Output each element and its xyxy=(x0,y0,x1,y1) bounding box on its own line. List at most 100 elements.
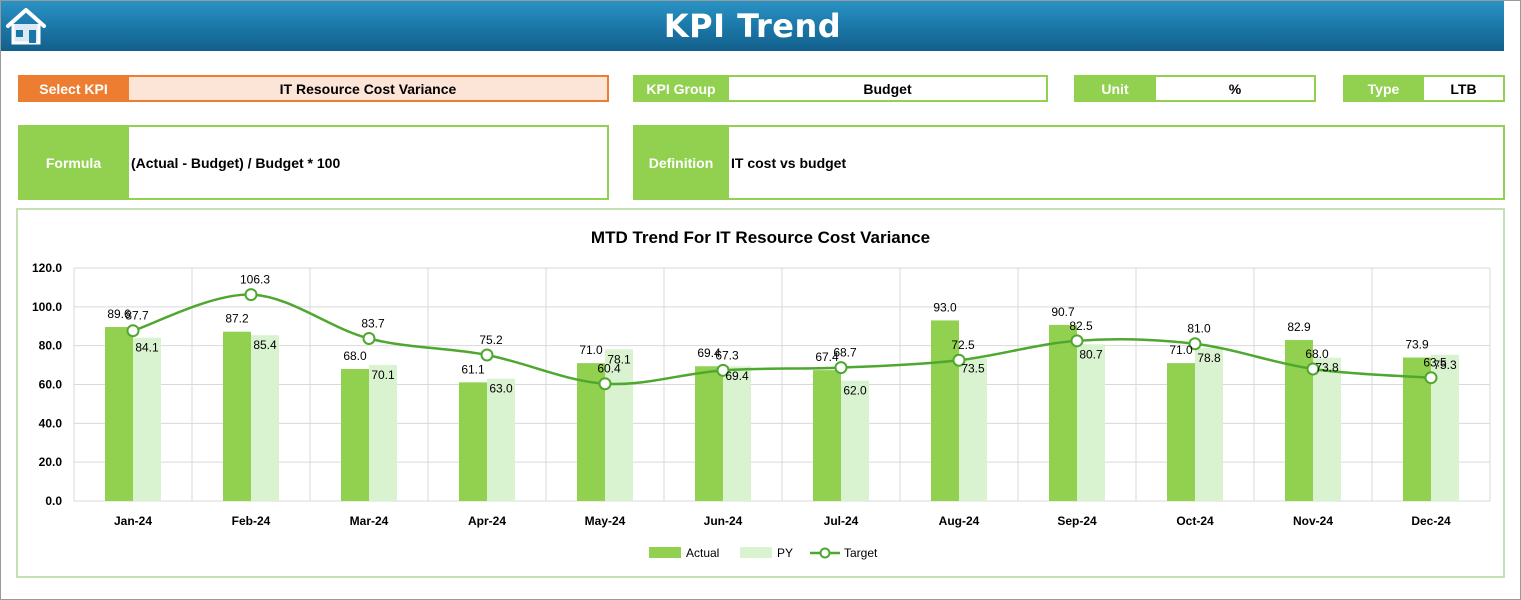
py-data-label: 80.7 xyxy=(1079,347,1103,361)
legend-actual-label: Actual xyxy=(686,546,719,560)
target-data-label: 67.3 xyxy=(715,348,739,362)
py-data-label: 63.0 xyxy=(489,382,513,396)
py-bar xyxy=(487,378,515,501)
unit-label: Unit xyxy=(1074,75,1156,102)
y-tick-label: 80.0 xyxy=(39,339,63,353)
x-tick-label: Nov-24 xyxy=(1293,514,1333,528)
x-tick-label: Apr-24 xyxy=(468,514,506,528)
legend-py-label: PY xyxy=(777,546,793,560)
py-bar xyxy=(1195,347,1223,501)
target-data-label: 72.5 xyxy=(951,338,975,352)
py-bar xyxy=(723,366,751,501)
legend-target-marker xyxy=(819,547,831,559)
x-tick-label: Jul-24 xyxy=(824,514,859,528)
chart-panel: MTD Trend For IT Resource Cost Variance … xyxy=(16,208,1505,578)
target-point xyxy=(1424,371,1438,385)
target-data-label: 82.5 xyxy=(1069,319,1093,333)
x-tick-label: Feb-24 xyxy=(232,514,271,528)
y-tick-label: 100.0 xyxy=(32,300,62,314)
target-point xyxy=(126,324,140,338)
py-data-label: 69.4 xyxy=(725,369,749,383)
target-point xyxy=(362,331,376,345)
legend-actual-swatch xyxy=(649,547,681,558)
target-point xyxy=(952,353,966,367)
x-tick-label: Oct-24 xyxy=(1176,514,1214,528)
target-data-label: 81.0 xyxy=(1187,322,1211,336)
y-tick-label: 60.0 xyxy=(39,378,63,392)
target-data-label: 68.7 xyxy=(833,346,857,360)
kpi-group-label: KPI Group xyxy=(633,75,729,102)
py-data-label: 62.0 xyxy=(843,384,867,398)
py-bar xyxy=(133,337,161,501)
chart-title: MTD Trend For IT Resource Cost Variance xyxy=(590,228,931,247)
target-point xyxy=(1306,362,1320,376)
actual-data-label: 67.4 xyxy=(815,350,839,364)
actual-data-label: 87.2 xyxy=(225,312,249,326)
select-kpi-dropdown[interactable]: IT Resource Cost Variance xyxy=(129,75,609,102)
py-data-label: 85.4 xyxy=(253,338,277,352)
actual-bar xyxy=(931,320,959,501)
py-data-label: 73.5 xyxy=(961,361,985,375)
unit-value: % xyxy=(1156,75,1316,102)
target-point xyxy=(1188,337,1202,351)
select-kpi-label: Select KPI xyxy=(18,75,129,102)
actual-data-label: 73.9 xyxy=(1405,338,1429,352)
actual-bar xyxy=(105,327,133,501)
actual-data-label: 71.0 xyxy=(579,343,603,357)
x-tick-label: May-24 xyxy=(585,514,626,528)
target-point xyxy=(480,348,494,362)
target-data-label: 106.3 xyxy=(240,273,270,287)
actual-data-label: 93.0 xyxy=(933,300,957,314)
actual-bar xyxy=(341,368,369,501)
py-bar xyxy=(1077,344,1105,501)
actual-bar xyxy=(1167,363,1195,501)
target-data-label: 83.7 xyxy=(361,316,385,330)
x-tick-label: Jan-24 xyxy=(114,514,152,528)
py-bar xyxy=(1313,357,1341,501)
actual-data-label: 69.4 xyxy=(697,346,721,360)
kpi-group-value: Budget xyxy=(729,75,1048,102)
formula-label: Formula xyxy=(18,125,129,200)
x-tick-label: Jun-24 xyxy=(704,514,743,528)
target-data-label: 60.4 xyxy=(597,362,621,376)
py-data-label: 70.1 xyxy=(371,368,395,382)
py-bar xyxy=(841,380,869,501)
target-point xyxy=(1070,334,1084,348)
actual-data-label: 61.1 xyxy=(461,362,485,376)
home-icon[interactable] xyxy=(5,5,47,47)
actual-data-label: 90.7 xyxy=(1051,305,1075,319)
py-data-label: 75.3 xyxy=(1433,358,1457,372)
target-line xyxy=(132,293,1432,386)
legend-target-label: Target xyxy=(844,546,878,560)
y-tick-label: 40.0 xyxy=(39,416,63,430)
type-label: Type xyxy=(1343,75,1424,102)
target-point xyxy=(244,288,258,302)
py-data-label: 84.1 xyxy=(135,341,159,355)
actual-bar xyxy=(223,331,251,501)
trend-chart: 0.0 20.0 40.0 60.0 80.0 100.0 120.0 89.6 84.1 87.… xyxy=(32,261,1491,560)
py-bar xyxy=(369,364,397,501)
y-tick-label: 120.0 xyxy=(32,261,62,275)
actual-bar xyxy=(813,370,841,501)
x-tick-label: Aug-24 xyxy=(939,514,980,528)
y-tick-label: 20.0 xyxy=(39,455,63,469)
target-point xyxy=(716,363,730,377)
actual-data-label: 82.9 xyxy=(1287,320,1311,334)
page-title: KPI Trend xyxy=(663,7,842,45)
target-point xyxy=(598,377,612,391)
actual-bar xyxy=(459,382,487,501)
actual-bar xyxy=(695,366,723,501)
py-bar xyxy=(959,358,987,501)
py-bar xyxy=(605,349,633,501)
formula-value: (Actual - Budget) / Budget * 100 xyxy=(129,125,609,200)
py-data-label: 78.8 xyxy=(1197,351,1221,365)
definition-value: IT cost vs budget xyxy=(729,125,1505,200)
py-data-label: 78.1 xyxy=(607,352,631,366)
actual-bar xyxy=(1049,324,1077,501)
type-value: LTB xyxy=(1424,75,1505,102)
actual-data-label: 89.6 xyxy=(107,307,131,321)
target-point xyxy=(834,361,848,375)
x-tick-label: Sep-24 xyxy=(1057,514,1097,528)
target-data-label: 63.5 xyxy=(1423,356,1447,370)
legend-py-swatch xyxy=(740,547,772,558)
